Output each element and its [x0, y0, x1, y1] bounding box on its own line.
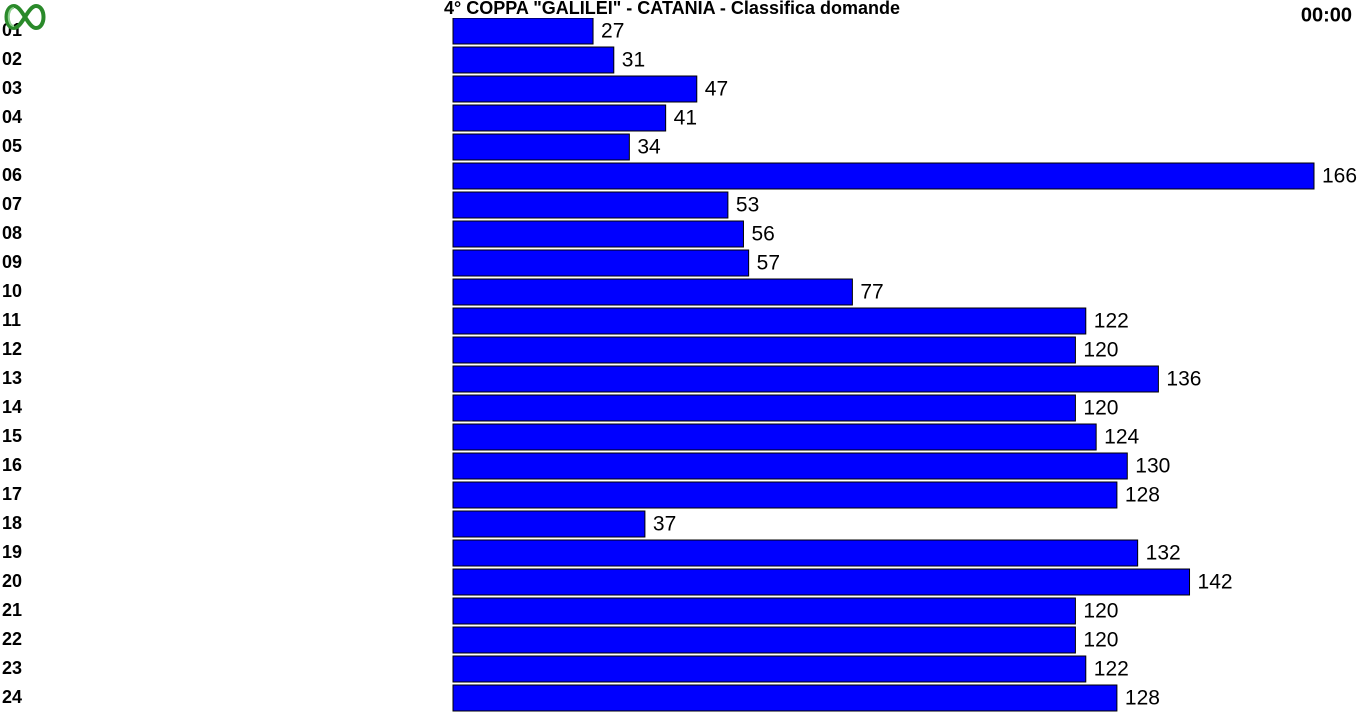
bar [452, 278, 853, 306]
category-label: 12 [2, 339, 22, 359]
bar [452, 539, 1139, 567]
value-label: 136 [1166, 368, 1201, 391]
value-label: 53 [736, 194, 759, 217]
value-label: 166 [1322, 165, 1357, 188]
bar [452, 423, 1097, 451]
value-label: 130 [1135, 455, 1170, 478]
value-label: 47 [705, 78, 728, 101]
category-label: 15 [2, 426, 22, 446]
category-label: 18 [2, 513, 22, 533]
value-label: 142 [1198, 571, 1233, 594]
value-label: 31 [622, 49, 645, 72]
category-label: 08 [2, 223, 22, 243]
category-label: 07 [2, 194, 22, 214]
value-label: 120 [1083, 339, 1118, 362]
category-label: 10 [2, 281, 22, 301]
category-label: 17 [2, 484, 22, 504]
value-label: 120 [1083, 629, 1118, 652]
category-label: 21 [2, 600, 22, 620]
value-label: 128 [1125, 484, 1160, 507]
bar [452, 452, 1128, 480]
bar [452, 510, 646, 538]
category-label: 16 [2, 455, 22, 475]
clock: 00:00 [1301, 4, 1352, 26]
category-label: 20 [2, 571, 22, 591]
bar [452, 249, 750, 277]
value-label: 57 [757, 252, 780, 275]
category-label: 13 [2, 368, 22, 388]
chart-title: 4° COPPA "GALILEI" - CATANIA - Classific… [444, 0, 900, 18]
bar [452, 597, 1076, 625]
bar [452, 17, 594, 45]
bar [452, 365, 1159, 393]
value-label: 56 [751, 223, 774, 246]
bar [452, 481, 1118, 509]
value-label: 124 [1104, 426, 1139, 449]
bar [452, 220, 744, 248]
category-label: 24 [2, 687, 22, 707]
bar [452, 626, 1076, 654]
bar [452, 307, 1087, 335]
category-label: 05 [2, 136, 22, 156]
value-label: 120 [1083, 600, 1118, 623]
value-label: 128 [1125, 687, 1160, 710]
header-bg [0, 0, 1365, 18]
value-label: 120 [1083, 397, 1118, 420]
category-label: 22 [2, 629, 22, 649]
bar [452, 394, 1076, 422]
value-label: 77 [860, 281, 883, 304]
bar [452, 104, 667, 132]
category-label: 11 [2, 310, 21, 330]
value-label: 27 [601, 20, 624, 43]
bar [452, 46, 615, 74]
category-label: 23 [2, 658, 22, 678]
bar [452, 684, 1118, 712]
category-label: 06 [2, 165, 22, 185]
value-label: 122 [1094, 310, 1129, 333]
value-label: 34 [637, 136, 661, 159]
value-label: 132 [1146, 542, 1181, 565]
category-label: 09 [2, 252, 22, 272]
category-label: 14 [2, 397, 22, 417]
bar [452, 336, 1076, 364]
value-label: 122 [1094, 658, 1129, 681]
value-label: 41 [674, 107, 697, 130]
category-label: 02 [2, 49, 22, 69]
bar [452, 133, 630, 161]
logo [4, 3, 46, 31]
value-label: 37 [653, 513, 676, 536]
bar [452, 75, 698, 103]
category-label: 19 [2, 542, 22, 562]
bar [452, 568, 1191, 596]
bar [452, 162, 1315, 190]
category-label: 04 [2, 107, 22, 127]
category-label: 03 [2, 78, 22, 98]
bar [452, 191, 729, 219]
bar [452, 655, 1087, 683]
